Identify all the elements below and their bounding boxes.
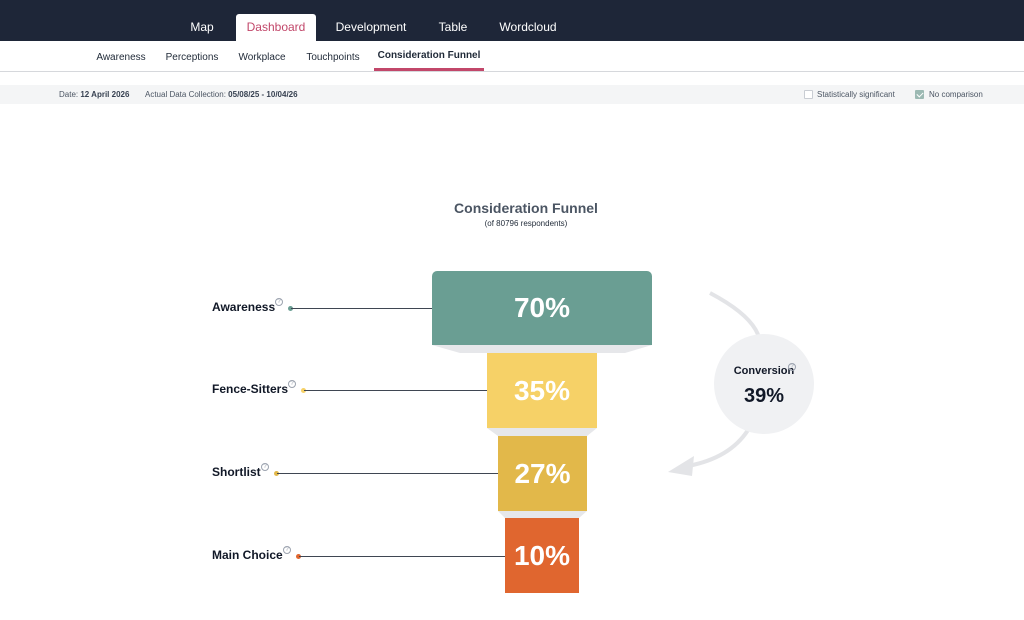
subtab-perceptions[interactable]: Perceptions: [165, 52, 219, 63]
tab-table[interactable]: Table: [438, 20, 468, 34]
sub-nav: Awareness Perceptions Workplace Touchpoi…: [0, 41, 1024, 72]
funnel-bar-fence-sitters: 35%: [487, 353, 597, 428]
conversion-arrow-head: [668, 456, 694, 476]
connector-3: [498, 511, 587, 518]
stage-dot: [296, 554, 301, 559]
tab-dashboard[interactable]: Dashboard: [236, 14, 316, 41]
subtab-consideration-funnel[interactable]: Consideration Funnel: [374, 41, 484, 71]
help-icon[interactable]: ?: [261, 463, 269, 471]
conversion-label: Conversion: [733, 365, 795, 377]
subtab-awareness[interactable]: Awareness: [96, 52, 146, 63]
help-icon[interactable]: ?: [275, 298, 283, 306]
stage-leader-line: [304, 390, 487, 391]
connector-1: [432, 345, 652, 353]
date-info: Date: 12 April 2026: [59, 90, 130, 99]
subtab-touchpoints[interactable]: Touchpoints: [306, 52, 360, 63]
no-comparison-label: No comparison: [929, 90, 983, 99]
help-icon[interactable]: ?: [283, 546, 291, 554]
stage-leader-line: [277, 473, 498, 474]
funnel-bar-shortlist: 27%: [498, 436, 587, 511]
no-comparison-checkbox[interactable]: [915, 90, 924, 99]
top-nav: Map Dashboard Development Table Wordclou…: [0, 0, 1024, 41]
conversion-arrow-bottom: [687, 428, 750, 468]
statistically-significant-label: Statistically significant: [817, 90, 895, 99]
tab-map[interactable]: Map: [190, 20, 214, 34]
stage-leader-line: [291, 308, 432, 309]
tab-wordcloud[interactable]: Wordcloud: [499, 20, 557, 34]
stage-label-awareness: Awareness: [212, 300, 276, 314]
funnel-bar-main-choice: 10%: [505, 518, 579, 593]
stage-dot: [288, 306, 293, 311]
stage-leader-line: [299, 556, 505, 557]
help-icon[interactable]: ?: [788, 363, 796, 371]
funnel-bar-awareness: 70%: [432, 271, 652, 345]
tab-development[interactable]: Development: [335, 20, 407, 34]
statistically-significant-checkbox[interactable]: [804, 90, 813, 99]
chart-title: Consideration Funnel: [454, 200, 598, 216]
date-value: 12 April 2026: [80, 90, 130, 99]
info-bar: Date: 12 April 2026 Actual Data Collecti…: [0, 85, 1024, 104]
stage-dot: [301, 388, 306, 393]
subtab-workplace[interactable]: Workplace: [238, 52, 286, 63]
stage-label-main-choice: Main Choice: [212, 548, 283, 562]
stage-label-fence-sitters: Fence-Sitters: [212, 382, 289, 396]
conversion-value: 39%: [743, 385, 785, 407]
stage-label-shortlist: Shortlist: [212, 465, 261, 479]
conversion-badge: [714, 334, 814, 434]
connector-2: [487, 428, 597, 436]
stage-dot: [274, 471, 279, 476]
help-icon[interactable]: ?: [288, 380, 296, 388]
collection-info: Actual Data Collection: 05/08/25 - 10/04…: [145, 90, 298, 99]
collection-value: 05/08/25 - 10/04/26: [228, 90, 298, 99]
chart-subtitle: (of 80796 respondents): [484, 219, 568, 228]
